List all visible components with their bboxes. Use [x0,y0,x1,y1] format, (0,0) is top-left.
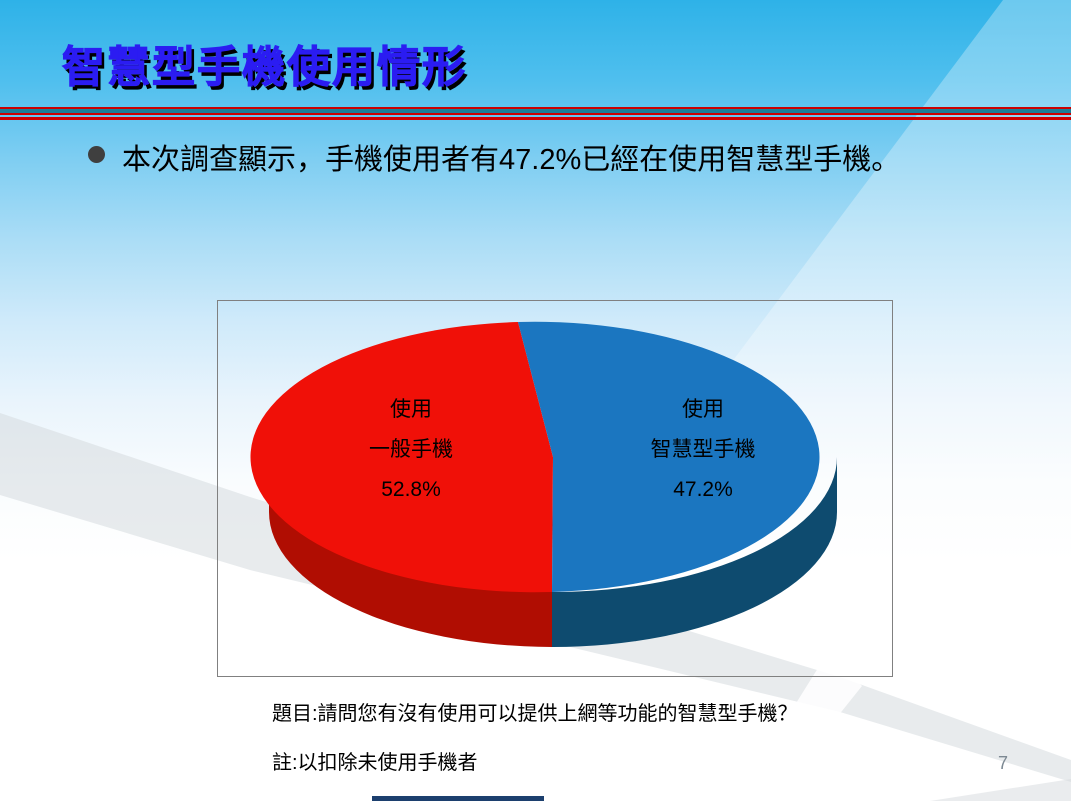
pie-slice-general-phone-top [250,322,554,593]
pie-slice-general-phone-side [269,457,552,647]
pie-label-smartphone: 使用 智慧型手機 47.2% [593,390,813,510]
slide-title: 智慧型手機使用情形 [62,44,467,93]
pie-label-line: 使用 [390,398,432,421]
pie-label-percent: 47.2% [673,478,733,501]
pie-slice-smartphone-side [552,457,837,648]
pie-chart [250,321,837,648]
footnote-note: 註:以扣除未使用手機者 [272,752,478,774]
bullet-text: 本次調查顯示，手機使用者有47.2%已經在使用智慧型手機。 [122,144,901,176]
bullet-dot-icon [88,146,105,163]
bottom-edge-shape [372,796,544,801]
pie-label-percent: 52.8% [381,478,441,501]
pie-label-general-phone: 使用 一般手機 52.8% [301,390,521,510]
pie-label-line: 智慧型手機 [650,438,756,461]
pie-label-line: 一般手機 [369,438,453,461]
pie-slice-smartphone-top [518,321,820,592]
title-divider-rule [0,107,1071,120]
page-number: 7 [998,753,1009,773]
chart-area [217,300,893,677]
pie-label-line: 使用 [682,398,724,421]
footnote-question: 題目:請問您有沒有使用可以提供上網等功能的智慧型手機？ [272,703,798,725]
